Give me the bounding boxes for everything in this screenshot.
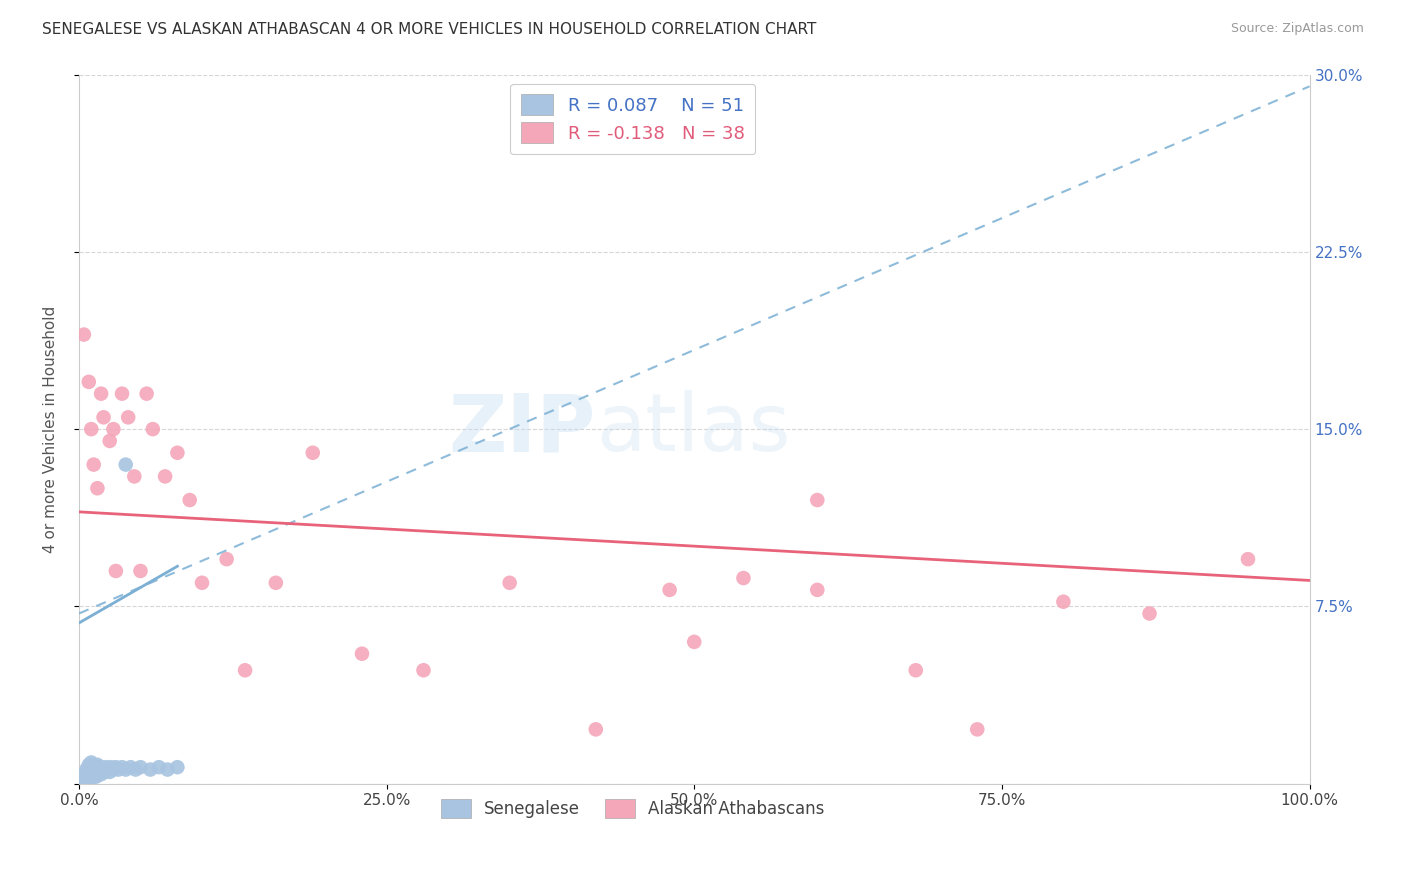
Point [129, 564, 152, 578]
Point [93, 763, 115, 777]
Point [103, 422, 125, 436]
Point [100, 760, 122, 774]
Point [683, 635, 706, 649]
Point [191, 575, 214, 590]
Point [142, 422, 165, 436]
Point [264, 575, 287, 590]
Point [90, 767, 112, 781]
Point [139, 763, 162, 777]
Point [1237, 552, 1260, 566]
Point [90, 386, 112, 401]
Point [806, 493, 828, 508]
Point [86, 481, 108, 495]
Point [91, 764, 114, 779]
Point [1052, 595, 1074, 609]
Y-axis label: 4 or more Vehicles in Household: 4 or more Vehicles in Household [44, 305, 58, 553]
Point [156, 763, 179, 777]
Point [89, 763, 111, 777]
Point [73, 327, 96, 342]
Text: atlas: atlas [596, 390, 790, 468]
Point [79, 760, 101, 774]
Point [806, 582, 828, 597]
Point [350, 647, 373, 661]
Legend: Senegalese, Alaskan Athabascans: Senegalese, Alaskan Athabascans [434, 792, 831, 825]
Point [104, 760, 127, 774]
Point [84, 763, 107, 777]
Text: ZIP: ZIP [449, 390, 596, 468]
Point [76, 764, 98, 779]
Point [77, 375, 100, 389]
Point [77, 770, 100, 784]
Point [98, 764, 121, 779]
Point [94, 764, 117, 779]
Point [75, 763, 97, 777]
Point [103, 763, 125, 777]
Point [75, 774, 97, 789]
Text: SENEGALESE VS ALASKAN ATHABASCAN 4 OR MORE VEHICLES IN HOUSEHOLD CORRELATION CHA: SENEGALESE VS ALASKAN ATHABASCAN 4 OR MO… [42, 22, 817, 37]
Point [585, 723, 607, 737]
Point [79, 767, 101, 781]
Point [80, 770, 103, 784]
Point [111, 386, 134, 401]
Point [75, 767, 97, 781]
Point [83, 458, 105, 472]
Point [135, 386, 157, 401]
Point [83, 757, 105, 772]
Point [86, 757, 108, 772]
Point [83, 764, 105, 779]
Point [179, 493, 201, 508]
Point [114, 763, 136, 777]
Point [117, 410, 139, 425]
Point [82, 760, 104, 774]
Point [75, 770, 97, 784]
Point [215, 552, 238, 566]
Point [966, 723, 988, 737]
Point [148, 760, 170, 774]
Point [153, 469, 176, 483]
Point [733, 571, 755, 585]
Point [904, 663, 927, 677]
Point [129, 760, 152, 774]
Point [87, 764, 110, 779]
Point [96, 763, 118, 777]
Point [80, 763, 103, 777]
Point [84, 770, 107, 784]
Point [77, 757, 100, 772]
Point [86, 767, 108, 781]
Point [114, 458, 136, 472]
Point [104, 564, 127, 578]
Point [90, 760, 112, 774]
Point [233, 663, 256, 677]
Point [120, 760, 142, 774]
Point [84, 760, 107, 774]
Point [107, 763, 129, 777]
Point [77, 764, 100, 779]
Point [658, 582, 681, 597]
Point [166, 446, 188, 460]
Point [72, 777, 94, 791]
Text: Source: ZipAtlas.com: Source: ZipAtlas.com [1230, 22, 1364, 36]
Point [498, 575, 520, 590]
Point [94, 760, 117, 774]
Point [412, 663, 434, 677]
Point [83, 770, 105, 784]
Point [82, 767, 104, 781]
Point [124, 763, 146, 777]
Point [1139, 607, 1161, 621]
Point [84, 767, 107, 781]
Point [80, 422, 103, 436]
Point [166, 760, 188, 774]
Point [73, 772, 96, 786]
Point [76, 772, 98, 786]
Point [124, 469, 146, 483]
Point [301, 446, 323, 460]
Point [111, 760, 134, 774]
Point [93, 410, 115, 425]
Point [98, 434, 121, 448]
Point [80, 756, 103, 770]
